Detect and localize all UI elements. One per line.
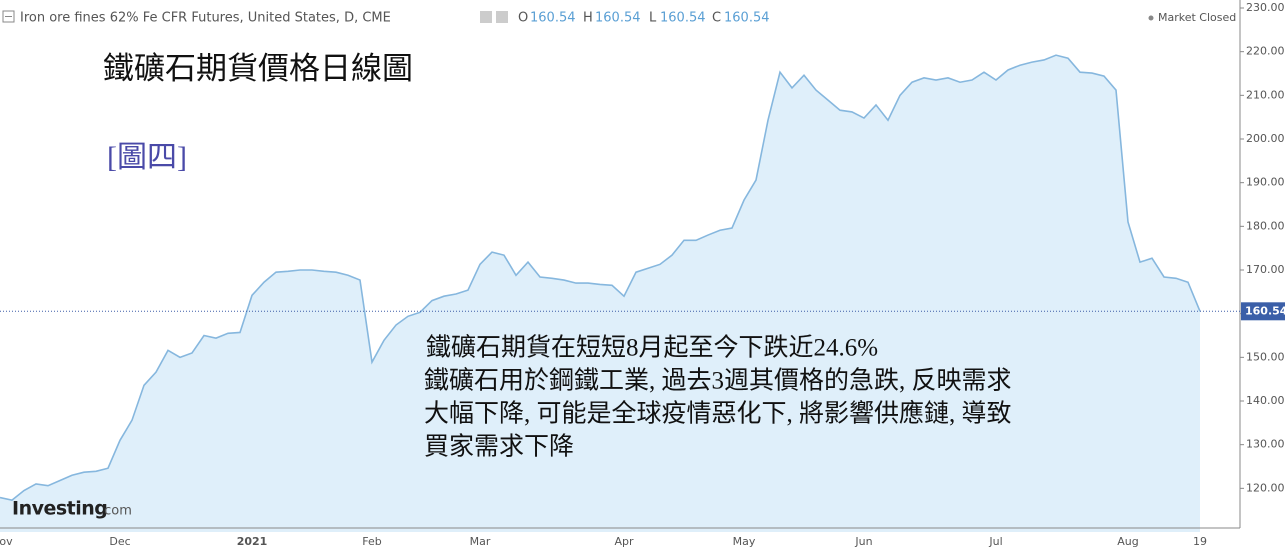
y-tick-label: 120.00	[1246, 481, 1285, 494]
instrument-title: Iron ore fines 62% Fe CFR Futures, Unite…	[20, 11, 391, 26]
x-tick-label: 19	[1193, 535, 1207, 548]
x-tick-label: ov	[0, 535, 13, 548]
annotation-line: 大幅下降, 可能是全球疫情惡化下, 將影響供應鏈, 導致	[424, 400, 1012, 428]
open-label: O	[518, 11, 528, 26]
annotation-line: 鐵礦石用於鋼鐵工業, 過去3週其價格的急跌, 反映需求	[424, 367, 1012, 395]
x-tick-label: Aug	[1117, 535, 1138, 548]
y-tick-label: 150.00	[1246, 350, 1285, 363]
chart-title: 鐵礦石期貨價格日線圖	[103, 51, 413, 86]
x-tick-label: May	[733, 535, 756, 548]
x-tick-label: Mar	[470, 535, 491, 548]
status-dot	[1148, 15, 1154, 21]
annotation-line: 鐵礦石期貨在短短8月起至今下跌近24.6%	[426, 334, 878, 362]
eye-icon[interactable]	[480, 11, 492, 23]
low-value: 160.54	[660, 11, 706, 26]
close-value: 160.54	[724, 11, 770, 26]
area	[0, 55, 1200, 532]
close-label: C	[712, 11, 721, 26]
high-label: H	[583, 11, 593, 26]
open-value: 160.54	[530, 11, 576, 26]
collapse-icon[interactable]	[2, 10, 15, 23]
x-tick-label: Apr	[614, 535, 634, 548]
x-tick-label: Jul	[988, 535, 1002, 548]
x-tick-label: 2021	[237, 535, 268, 548]
price-line	[0, 54, 1201, 501]
y-tick-label: 180.00	[1246, 219, 1285, 232]
y-tick-label: 130.00	[1246, 438, 1285, 451]
plot-area	[0, 54, 1201, 532]
annotation: 鐵礦石期貨在短短8月起至今下跌近24.6% 鐵礦石用於鋼鐵工業, 過去3週其價格的…	[424, 334, 1012, 461]
watermark-brand: Investing	[12, 498, 107, 520]
y-tick-label: 140.00	[1246, 394, 1285, 407]
watermark-suffix: .com	[100, 504, 132, 519]
x-tick-label: Feb	[362, 535, 381, 548]
annotation-line: 買家需求下降	[424, 433, 574, 461]
last-price-box	[1241, 302, 1285, 321]
high-value: 160.54	[595, 11, 641, 26]
y-tick-label: 220.00	[1246, 45, 1285, 58]
market-status: Market Closed	[1158, 11, 1236, 24]
y-tick-label: 210.00	[1246, 88, 1285, 101]
x-tick-label: Dec	[109, 535, 130, 548]
low-label: L	[649, 11, 657, 26]
y-tick-label: 190.00	[1246, 176, 1285, 189]
last-price-label: 160.54	[1245, 304, 1286, 317]
chart-subtitle: [圖四]	[107, 141, 187, 174]
y-tick-label: 200.00	[1246, 132, 1285, 145]
settings-icon[interactable]	[496, 11, 508, 23]
x-tick-label: Jun	[854, 535, 872, 548]
y-tick-label: 230.00	[1246, 1, 1285, 14]
y-tick-label: 170.00	[1246, 263, 1285, 276]
